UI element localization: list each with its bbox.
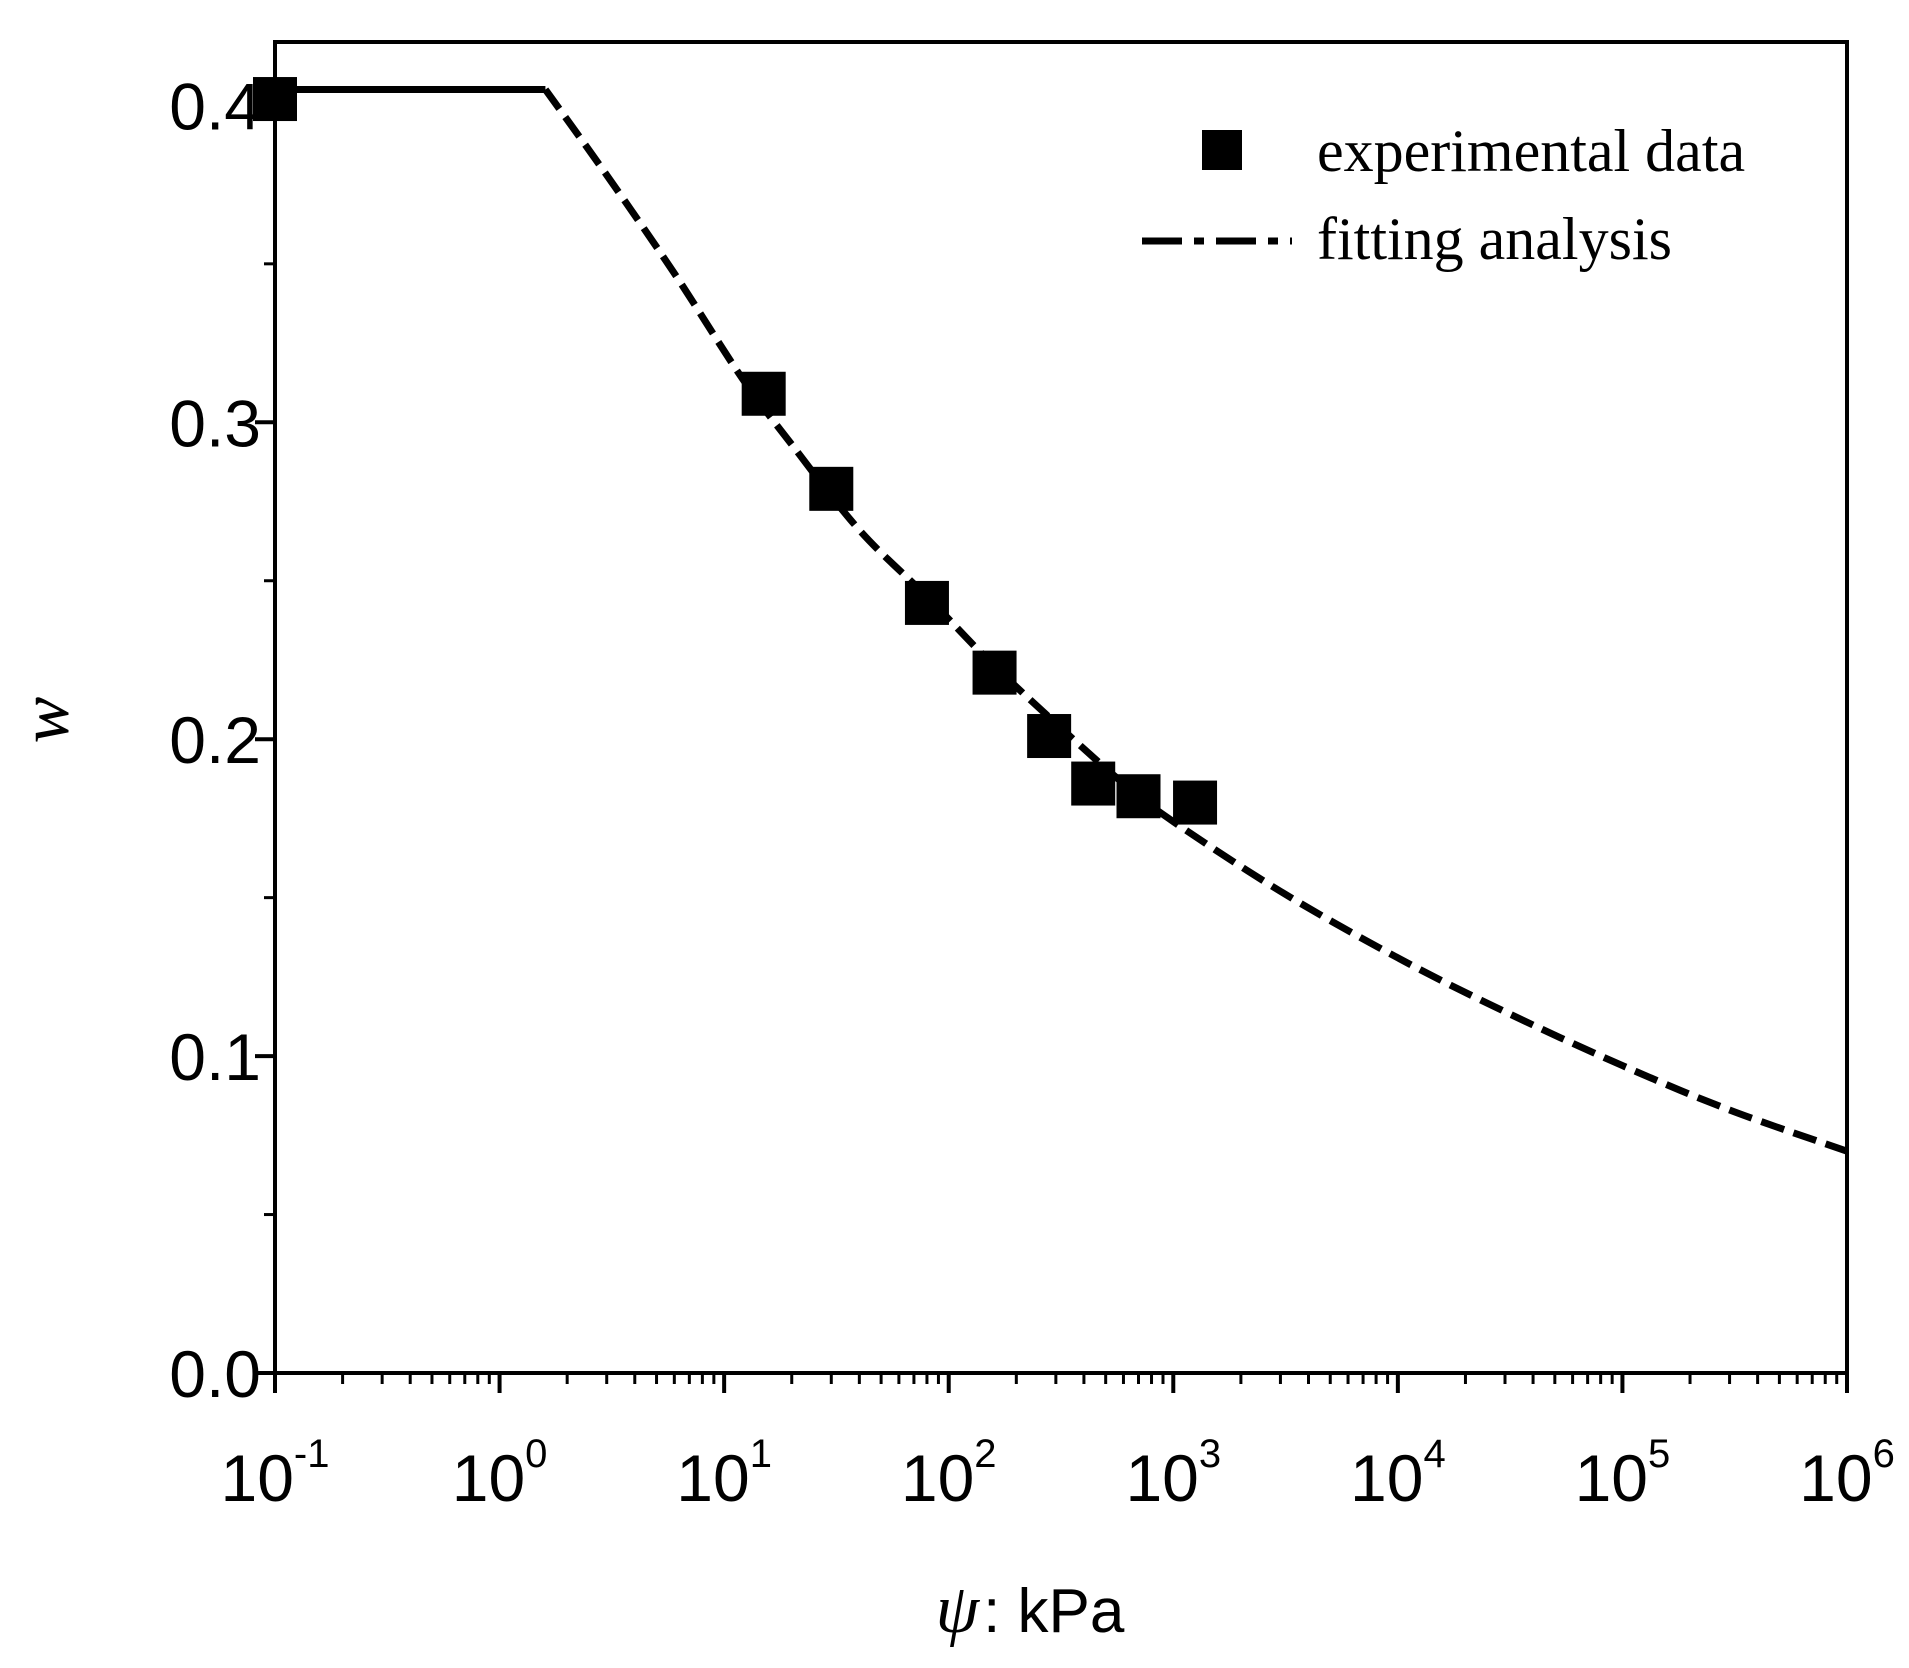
x-tick-label-base: 10	[1350, 1441, 1423, 1515]
x-tick-label-base: 10	[452, 1441, 525, 1515]
x-tick-label-exponent: 0	[525, 1432, 547, 1476]
x-tick-label-exponent: 2	[974, 1432, 996, 1476]
legend: experimental data fitting analysis	[1142, 118, 1745, 272]
experimental-data-point	[1027, 714, 1072, 759]
legend-label-experimental-data: experimental data	[1317, 118, 1745, 184]
experimental-data-point	[1173, 780, 1218, 825]
x-tick-label: 102	[901, 1432, 997, 1515]
x-tick-label-base: 10	[1125, 1441, 1198, 1515]
y-axis-title: w	[7, 696, 84, 743]
x-tick-label-base: 10	[901, 1441, 974, 1515]
legend-label-fitting-analysis: fitting analysis	[1317, 206, 1672, 272]
x-tick-label-exponent: 5	[1648, 1432, 1670, 1476]
y-tick-label: 0.2	[169, 703, 261, 777]
tick-labels-layer: 0.00.10.20.30.410-1 100 101 102 103 104 105 106	[169, 69, 1895, 1515]
x-axis-title-unit: : kPa	[983, 1577, 1125, 1646]
x-tick-label: 104	[1350, 1432, 1446, 1515]
experimental-data-point	[904, 580, 949, 625]
x-tick-label-exponent: 6	[1873, 1432, 1895, 1476]
x-tick-label-base: 10	[1575, 1441, 1648, 1515]
y-tick-label: 0.1	[169, 1020, 261, 1094]
x-tick-label-exponent: -1	[294, 1432, 330, 1476]
x-tick-label: 105	[1575, 1432, 1671, 1515]
experimental-data-point	[1071, 761, 1116, 806]
x-tick-label: 103	[1125, 1432, 1221, 1515]
experimental-data-point	[1116, 774, 1161, 819]
ticks-layer	[255, 103, 1849, 1393]
x-axis-title-symbol: ψ	[936, 1571, 981, 1648]
x-axis-title: ψ : kPa	[936, 1571, 1125, 1648]
experimental-data-point	[809, 466, 854, 511]
legend-marker-experimental-data	[1202, 130, 1242, 170]
x-tick-label: 10-1	[221, 1432, 330, 1515]
x-tick-label: 100	[452, 1432, 548, 1515]
experimental-data-point	[741, 371, 786, 416]
y-tick-label: 0.3	[169, 386, 261, 460]
experimental-data-point	[972, 650, 1017, 695]
x-tick-label-exponent: 1	[750, 1432, 772, 1476]
x-tick-label-exponent: 3	[1199, 1432, 1221, 1476]
x-tick-label-base: 10	[221, 1441, 294, 1515]
plot-frame	[273, 40, 1849, 1375]
series-layer	[253, 77, 1849, 1155]
x-tick-label-exponent: 4	[1423, 1432, 1445, 1476]
y-tick-label: 0.0	[169, 1337, 261, 1411]
x-tick-label-base: 10	[1799, 1441, 1872, 1515]
x-tick-label: 101	[676, 1432, 772, 1515]
x-tick-label-base: 10	[676, 1441, 749, 1515]
x-tick-label: 106	[1799, 1432, 1895, 1515]
y-tick-label: 0.4	[169, 69, 261, 143]
